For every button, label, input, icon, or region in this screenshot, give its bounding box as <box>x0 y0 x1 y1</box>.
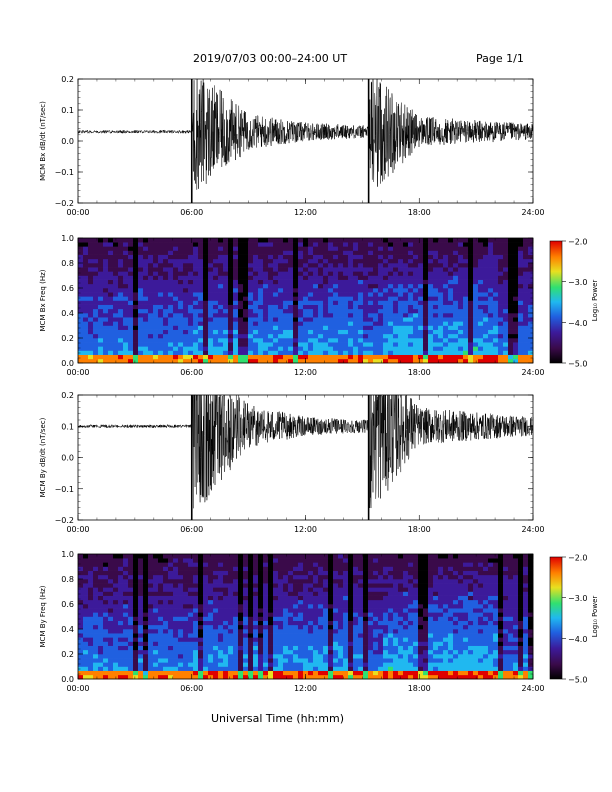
x-tick-label: 06:00 <box>180 525 203 534</box>
x-tick-label: 18:00 <box>408 684 431 693</box>
y-tick-label: 0.0 <box>61 675 74 684</box>
x-tick-label: 24:00 <box>521 208 544 217</box>
trace-line <box>77 78 534 190</box>
x-tick-label: 00:00 <box>66 208 89 217</box>
colorbar-tick-label: −3.0 <box>568 278 587 287</box>
y-axis: 0.2 0.1 0.0 −0.1 −0.2 MCM Bx dB/dt (nT/sec) <box>39 75 533 208</box>
y-tick-label: 0.8 <box>61 259 74 268</box>
y-tick-label: 0.2 <box>61 391 74 400</box>
colorbar-tick-label: −3.0 <box>568 594 587 603</box>
colorbar-label: Log₁₀ Power <box>591 280 599 322</box>
y-axis-label: MCM Bx Freq (Hz) <box>39 269 47 331</box>
plot-frame <box>77 78 534 204</box>
colorbar-scale <box>549 556 563 680</box>
panel-3: 0.2 0.1 0.0 −0.1 −0.2 MCM By dB/dt (nT/sec) 00… <box>39 391 545 534</box>
y-tick-label: −0.1 <box>55 485 74 494</box>
x-tick-label: 24:00 <box>521 684 544 693</box>
y-tick-label: −0.1 <box>55 168 74 177</box>
y-tick-label: 0.6 <box>61 284 74 293</box>
x-tick-label: 12:00 <box>294 684 317 693</box>
y-tick-label: 0.4 <box>61 309 74 318</box>
y-tick-label: 0.6 <box>61 600 74 609</box>
y-axis: 1.0 0.8 0.6 0.4 0.2 0.0 MCM Bx Freq (Hz) <box>39 234 533 368</box>
x-tick-label: 18:00 <box>408 368 431 377</box>
y-tick-label: −0.2 <box>55 199 74 208</box>
y-tick-label: 0.0 <box>61 454 74 463</box>
x-tick-label: 00:00 <box>66 525 89 534</box>
y-tick-label: 0.0 <box>61 359 74 368</box>
y-tick-label: 0.0 <box>61 137 74 146</box>
colorbar-tick-label: −4.0 <box>568 635 587 644</box>
x-tick-label: 24:00 <box>521 368 544 377</box>
x-tick-label: 18:00 <box>408 208 431 217</box>
spectrogram <box>78 554 534 680</box>
x-tick-label: 12:00 <box>294 525 317 534</box>
x-axis: 00:00 06:00 12:00 18:00 24:00 <box>66 554 545 693</box>
spectrogram <box>78 238 534 364</box>
x-axis: 00:00 06:00 12:00 18:00 24:00 <box>66 395 545 534</box>
colorbar-tick-label: −4.0 <box>568 319 587 328</box>
y-axis: 1.0 0.8 0.6 0.4 0.2 0.0 MCM By Freq (Hz) <box>39 550 533 684</box>
x-tick-label: 24:00 <box>521 525 544 534</box>
x-tick-label: 06:00 <box>180 368 203 377</box>
page-number: Page 1/1 <box>476 52 524 65</box>
y-axis-label: MCM By Freq (Hz) <box>39 585 47 647</box>
y-tick-label: 0.1 <box>61 106 74 115</box>
x-tick-label: 12:00 <box>294 368 317 377</box>
x-tick-label: 06:00 <box>180 208 203 217</box>
x-axis: 00:00 06:00 12:00 18:00 24:00 <box>66 79 545 217</box>
colorbar-label: Log₁₀ Power <box>591 596 599 638</box>
x-tick-label: 00:00 <box>66 368 89 377</box>
colorbar-tick-label: −2.0 <box>568 554 587 563</box>
x-tick-label: 06:00 <box>180 684 203 693</box>
colorbar-tick-label: −5.0 <box>568 676 587 685</box>
y-axis-label: MCM By dB/dt (nT/sec) <box>39 417 47 497</box>
colorbar: −2.0 −3.0 −4.0 −5.0 Log₁₀ Power <box>549 238 599 369</box>
panel-1: 0.2 0.1 0.0 −0.1 −0.2 MCM Bx dB/dt (nT/sec) 00… <box>39 75 545 217</box>
y-tick-label: 0.4 <box>61 625 74 634</box>
y-tick-label: 0.2 <box>61 334 74 343</box>
colorbar-tick-label: −2.0 <box>568 238 587 247</box>
y-tick-label: 0.8 <box>61 575 74 584</box>
y-tick-label: 1.0 <box>61 234 74 243</box>
y-axis-label: MCM Bx dB/dt (nT/sec) <box>39 101 47 181</box>
x-axis-title: Universal Time (hh:mm) <box>211 712 344 725</box>
colorbar-scale <box>549 240 563 364</box>
y-tick-label: 0.2 <box>61 650 74 659</box>
y-tick-label: 0.1 <box>61 422 74 431</box>
y-tick-label: 1.0 <box>61 550 74 559</box>
trace-line <box>77 394 534 509</box>
x-tick-label: 18:00 <box>408 525 431 534</box>
y-axis: 0.2 0.1 0.0 −0.1 −0.2 MCM By dB/dt (nT/sec) <box>39 391 533 525</box>
y-tick-label: 0.2 <box>61 75 74 84</box>
page-title: 2019/07/03 00:00–24:00 UT <box>193 52 348 65</box>
colorbar-tick-label: −5.0 <box>568 360 587 369</box>
x-tick-label: 12:00 <box>294 208 317 217</box>
x-axis: 00:00 06:00 12:00 18:00 24:00 <box>66 238 545 377</box>
colorbar: −2.0 −3.0 −4.0 −5.0 Log₁₀ Power <box>549 554 599 685</box>
y-tick-label: −0.2 <box>55 516 74 525</box>
x-tick-label: 00:00 <box>66 684 89 693</box>
